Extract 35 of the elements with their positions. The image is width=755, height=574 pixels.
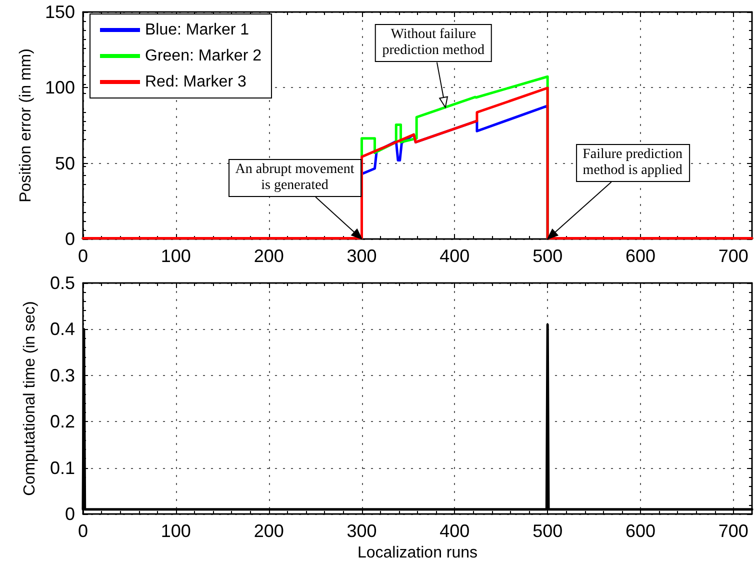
annotation: Failure prediction method is applied [576,144,690,182]
y-tick-label: 0.5 [50,273,75,293]
x-tick-label: 500 [532,521,563,541]
y-axis-title: Position error (in mm) [18,48,35,202]
x-tick-label: 700 [718,521,748,541]
y-tick-label: 0.3 [50,365,75,386]
y-tick-label: 0.1 [50,458,75,478]
x-tick-label: 100 [160,246,191,266]
y-tick-label: 0 [64,229,75,249]
x-tick-label: 600 [625,521,656,541]
legend-label: Blue: Marker 1 [145,22,250,38]
y-tick-label: 0 [64,504,75,524]
y-tick-label: 150 [44,2,75,22]
legend-label: Red: Marker 3 [145,74,246,90]
x-tick-label: 0 [78,521,88,541]
y-tick-label: 0.4 [50,319,75,340]
x-tick-label: 0 [78,246,88,266]
x-tick-label: 100 [160,521,191,541]
x-tick-label: 400 [440,521,470,541]
x-tick-label: 300 [346,521,377,541]
legend-label: Green: Marker 2 [145,48,262,64]
x-tick-label: 600 [625,246,656,266]
x-tick-label: 200 [254,246,284,266]
y-tick-label: 0.2 [50,412,75,432]
x-tick-label: 400 [440,246,470,266]
annotation: An abrupt movement is generated [228,159,362,197]
y-tick-label: 100 [44,78,75,98]
y-tick-label: 50 [54,153,75,174]
annotation: Without failure prediction method [375,24,492,62]
x-tick-label: 300 [346,246,377,266]
x-tick-label: 700 [718,246,748,266]
x-axis-title: Localization runs [357,544,478,562]
x-tick-label: 500 [532,246,563,266]
x-tick-label: 200 [254,521,284,541]
y-axis-title: Computational time (in sec) [22,301,38,496]
